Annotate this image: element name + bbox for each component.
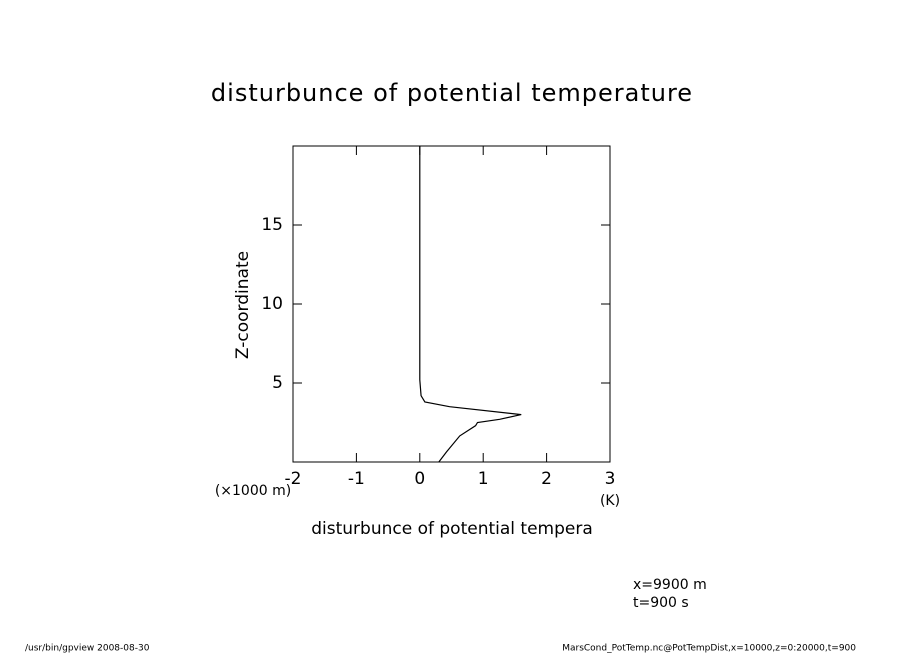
x-tick-label: 0 bbox=[414, 469, 425, 489]
x-tick-label: -1 bbox=[348, 469, 365, 489]
footer: MarsCond_PotTemp.nc@PotTempDist,x=10000,… bbox=[562, 644, 856, 654]
x-tick-label: 2 bbox=[541, 469, 552, 489]
x-tick-label: 1 bbox=[478, 469, 489, 489]
y-tick-label: 5 bbox=[272, 373, 283, 393]
y-unit: (×1000 m) bbox=[215, 483, 291, 499]
x-axis-label: disturbunce of potential tempera bbox=[311, 519, 593, 539]
y-axis-label: Z-coordinate bbox=[233, 251, 253, 359]
footer: /usr/bin/gpview 2008-08-30 bbox=[25, 644, 150, 654]
annotation: x=9900 m bbox=[633, 577, 707, 593]
annotation: t=900 s bbox=[633, 595, 689, 611]
chart-title: disturbunce of potential temperature bbox=[211, 79, 693, 107]
data-line bbox=[419, 146, 522, 463]
x-tick-label: 3 bbox=[605, 469, 616, 489]
x-unit: (K) bbox=[600, 493, 620, 509]
y-tick-label: 15 bbox=[261, 215, 283, 235]
x-tick-label: -2 bbox=[285, 469, 302, 489]
plot-frame bbox=[292, 145, 611, 463]
y-tick-label: 10 bbox=[261, 294, 283, 314]
